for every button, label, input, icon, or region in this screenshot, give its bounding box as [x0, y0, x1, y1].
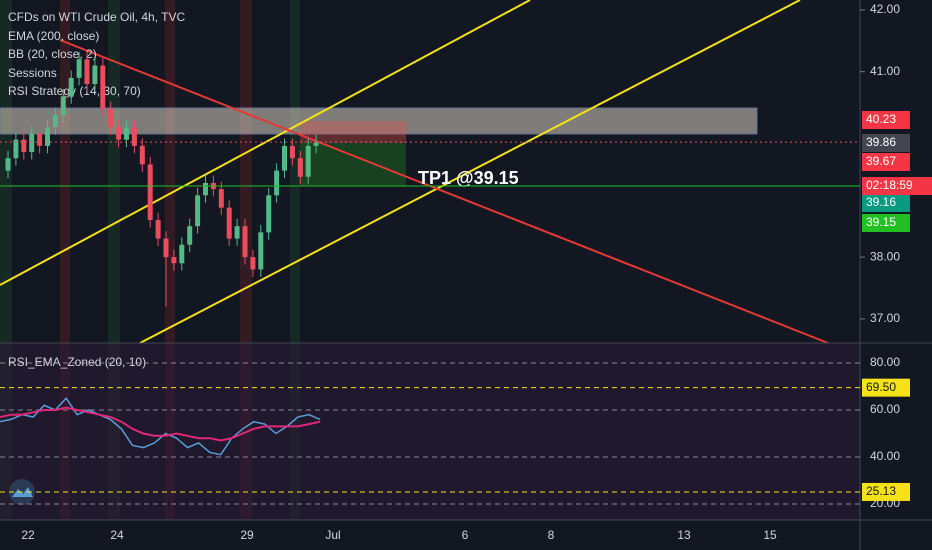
candle-body	[218, 189, 224, 208]
candle-body	[171, 257, 177, 264]
candle-body	[289, 145, 295, 159]
countdown-tag	[862, 177, 932, 195]
indicator: RSI Strategy (14, 30, 70)	[8, 84, 141, 98]
candle-body	[187, 226, 193, 245]
candle-body	[100, 65, 106, 109]
price-tag	[862, 111, 910, 129]
candle-body	[258, 232, 264, 270]
candle-body	[5, 158, 11, 171]
x-tick-label: 24	[110, 528, 124, 542]
y-tick-label: 37.00	[870, 311, 900, 325]
candle-body	[155, 220, 161, 239]
price-tag-label: 39.16	[866, 195, 896, 209]
y-tick-label: 80.00	[870, 355, 900, 369]
channel-lower	[139, 0, 801, 344]
x-tick-label: 13	[677, 528, 691, 542]
candle-body	[179, 244, 185, 264]
price-tag	[862, 134, 910, 152]
price-tag	[862, 153, 910, 171]
candle-body	[139, 145, 145, 165]
rsi-title: RSI_EMA_Zoned (20, 10)	[8, 355, 146, 369]
target-zone	[300, 143, 406, 186]
candle-body	[60, 96, 66, 115]
x-tick-label: 15	[763, 528, 777, 542]
candle-body	[297, 158, 303, 177]
candle-body	[76, 59, 82, 78]
y-tick-label: 38.00	[870, 249, 900, 263]
candle-body	[45, 127, 50, 146]
candle-body	[195, 195, 201, 227]
y-tick-label: 40.00	[870, 449, 900, 463]
candle-body	[52, 114, 58, 128]
candle-body	[313, 142, 319, 146]
x-tick-label: Jul	[325, 528, 340, 542]
chart-title: CFDs on WTI Crude Oil, 4h, TVC	[8, 10, 185, 24]
x-tick-label: 6	[462, 528, 469, 542]
price-tag-label: 40.23	[866, 112, 896, 126]
rsi-zone	[0, 343, 860, 520]
candle-body	[84, 59, 90, 85]
candle-body	[226, 207, 232, 239]
annotation: TP1 @39.15	[418, 168, 519, 188]
candle-body	[305, 145, 311, 177]
level-tag-label: 25.13	[866, 484, 896, 498]
y-tick-label: 42.00	[870, 2, 900, 16]
candle-body	[203, 182, 208, 196]
x-tick-label: 22	[21, 528, 35, 542]
candle-body	[250, 257, 256, 270]
candle-body	[147, 164, 153, 221]
candle-body	[266, 195, 272, 233]
candle-body	[13, 139, 19, 159]
indicator: EMA (200, close)	[8, 29, 99, 43]
candle-body	[116, 127, 122, 140]
candle-body	[124, 127, 129, 140]
countdown: 02:18:59	[866, 178, 913, 192]
level-tag	[862, 378, 910, 397]
y-tick-label: 60.00	[870, 402, 900, 416]
candle-body	[108, 108, 114, 128]
candle-body	[242, 226, 248, 258]
y-tick-label: 41.00	[870, 64, 900, 78]
trend-line	[59, 39, 829, 344]
price-tag	[862, 214, 910, 232]
price-tag	[862, 194, 910, 212]
candle-body	[282, 145, 287, 171]
rsi-line	[0, 406, 321, 442]
x-tick-label: 29	[240, 528, 254, 542]
level-tag	[862, 482, 910, 501]
candle-body	[274, 170, 280, 196]
indicator: Sessions	[8, 66, 57, 80]
candle-body	[29, 133, 35, 153]
x-tick-label: 8	[548, 528, 555, 542]
price-tag-label: 39.67	[866, 154, 896, 168]
candle-body	[234, 226, 240, 239]
candle-body	[37, 133, 43, 146]
candle-body	[131, 127, 137, 146]
candle-body	[92, 65, 98, 85]
indicator: BB (20, close, 2)	[8, 47, 97, 61]
price-tag-label: 39.86	[866, 135, 896, 149]
candle-body	[21, 139, 27, 153]
stop-zone	[300, 121, 406, 143]
price-tag-label: 39.15	[866, 215, 896, 229]
candle-body	[163, 238, 169, 258]
candle-body	[68, 77, 74, 97]
level-tag-label: 69.50	[866, 380, 896, 394]
